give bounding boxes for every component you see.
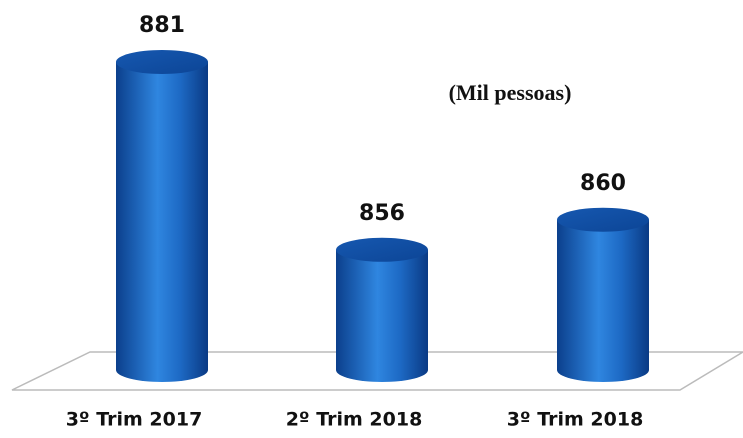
cylinder [557,207,649,382]
cylinder [336,237,428,382]
value-label: 860 [580,171,626,196]
cylinder-top [557,207,649,232]
value-label: 881 [139,13,185,38]
value-label: 856 [359,201,405,226]
x-tick-label: 3º Trim 2018 [507,409,644,431]
cylinder-top [336,237,428,262]
cylinder [116,50,208,382]
cylinder-body [116,62,208,382]
cylinder-body [557,219,649,382]
x-tick-label: 3º Trim 2017 [66,409,203,431]
annotation: (Mil pessoas) [449,80,572,105]
cylinder-top [116,50,208,75]
x-tick-label: 2º Trim 2018 [286,409,423,431]
cylinder-body [336,249,428,382]
